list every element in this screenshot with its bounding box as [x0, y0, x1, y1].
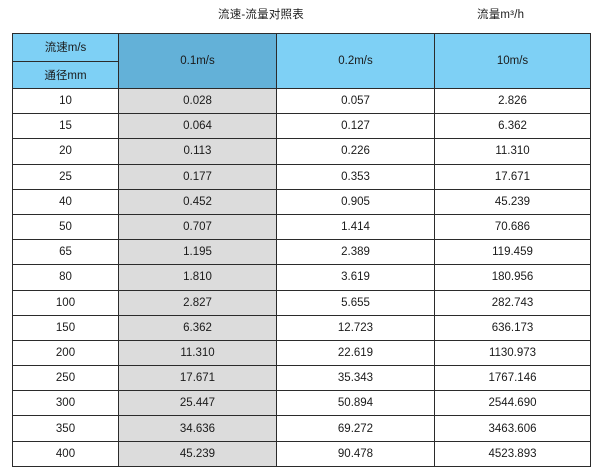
cell-flow-0p1: 0.177 [118, 163, 277, 190]
cell-flow-0p1: 0.113 [118, 138, 277, 165]
cell-flow-0p2: 3.619 [276, 264, 435, 291]
cell-flow-0p1: 0.064 [118, 113, 277, 140]
cell-flow-0p1: 0.452 [118, 188, 277, 215]
cell-nominal-diameter: 10 [12, 87, 119, 115]
flow-rate-table: 流速m/s 通径mm 0.1m/s 0.2m/s 10m/s 10 0.028 0.… [12, 33, 591, 467]
cell-nominal-diameter: 400 [12, 440, 119, 467]
table-header: 流速m/s 通径mm 0.1m/s 0.2m/s 10m/s [12, 33, 591, 89]
cell-nominal-diameter: 40 [12, 188, 119, 215]
cell-flow-0p2: 0.057 [276, 87, 435, 115]
table-row: 300 25.447 50.894 2544.690 [12, 390, 591, 417]
cell-flow-10: 636.173 [434, 314, 591, 341]
caption-row: 流速-流量对照表 流量m³/h [0, 0, 600, 33]
cell-nominal-diameter: 50 [12, 213, 119, 241]
table-header-row: 流速m/s 通径mm 0.1m/s 0.2m/s 10m/s [12, 33, 591, 89]
cell-nominal-diameter: 15 [12, 113, 119, 140]
cell-flow-10: 180.956 [434, 264, 591, 291]
cell-flow-0p2: 2.389 [276, 239, 435, 266]
column-header-2: 10m/s [434, 33, 591, 89]
cell-flow-10: 2544.690 [434, 390, 591, 417]
table-row: 200 11.310 22.619 1130.973 [12, 339, 591, 367]
cell-nominal-diameter: 250 [12, 365, 119, 392]
cell-flow-0p1: 17.671 [118, 365, 277, 392]
table-row: 80 1.810 3.619 180.956 [12, 264, 591, 291]
cell-nominal-diameter: 25 [12, 163, 119, 190]
table-row: 40 0.452 0.905 45.239 [12, 188, 591, 215]
column-header-0: 0.1m/s [118, 33, 277, 89]
cell-flow-10: 45.239 [434, 188, 591, 215]
column-header-1: 0.2m/s [276, 33, 435, 89]
cell-nominal-diameter: 100 [12, 289, 119, 316]
cell-flow-0p1: 0.707 [118, 213, 277, 241]
cell-flow-0p1: 11.310 [118, 339, 277, 367]
cell-nominal-diameter: 65 [12, 239, 119, 266]
cell-nominal-diameter: 150 [12, 314, 119, 341]
table-row: 10 0.028 0.057 2.826 [12, 87, 591, 115]
cell-flow-0p2: 5.655 [276, 289, 435, 316]
cell-flow-0p1: 25.447 [118, 390, 277, 417]
cell-flow-10: 1767.146 [434, 365, 591, 392]
unit-label: 流量m³/h [477, 9, 525, 21]
cell-flow-0p2: 50.894 [276, 390, 435, 417]
table-row: 250 17.671 35.343 1767.146 [12, 365, 591, 392]
cell-flow-0p1: 6.362 [118, 314, 277, 341]
cell-nominal-diameter: 200 [12, 339, 119, 367]
cell-flow-0p1: 1.810 [118, 264, 277, 291]
cell-flow-10: 11.310 [434, 138, 591, 165]
table-row: 100 2.827 5.655 282.743 [12, 289, 591, 316]
cell-flow-10: 4523.893 [434, 440, 591, 467]
cell-nominal-diameter: 300 [12, 390, 119, 417]
corner-stack: 流速m/s 通径mm [13, 34, 118, 88]
table-row: 150 6.362 12.723 636.173 [12, 314, 591, 341]
cell-flow-0p2: 0.226 [276, 138, 435, 165]
cell-flow-0p1: 45.239 [118, 440, 277, 467]
page-title: 流速-流量对照表 [218, 9, 304, 21]
table-row: 65 1.195 2.389 119.459 [12, 239, 591, 266]
cell-flow-0p1: 1.195 [118, 239, 277, 266]
cell-nominal-diameter: 350 [12, 415, 119, 442]
cell-flow-0p2: 0.905 [276, 188, 435, 215]
cell-nominal-diameter: 80 [12, 264, 119, 291]
cell-flow-10: 1130.973 [434, 339, 591, 367]
cell-flow-0p2: 0.353 [276, 163, 435, 190]
flow-rate-table-container: 流速m/s 通径mm 0.1m/s 0.2m/s 10m/s 10 0.028 0.… [12, 33, 591, 467]
table-body: 10 0.028 0.057 2.826 15 0.064 0.127 6.362 20 0.11… [12, 87, 591, 467]
table-row: 25 0.177 0.353 17.671 [12, 163, 591, 190]
cell-flow-0p2: 0.127 [276, 113, 435, 140]
cell-flow-10: 70.686 [434, 213, 591, 241]
cell-flow-0p2: 69.272 [276, 415, 435, 442]
cell-flow-10: 17.671 [434, 163, 591, 190]
cell-flow-0p2: 12.723 [276, 314, 435, 341]
table-row: 15 0.064 0.127 6.362 [12, 113, 591, 140]
cell-flow-10: 2.826 [434, 87, 591, 115]
cell-flow-10: 6.362 [434, 113, 591, 140]
cell-flow-0p2: 22.619 [276, 339, 435, 367]
cell-flow-0p1: 34.636 [118, 415, 277, 442]
cell-nominal-diameter: 20 [12, 138, 119, 165]
cell-flow-10: 282.743 [434, 289, 591, 316]
table-row: 350 34.636 69.272 3463.606 [12, 415, 591, 442]
cell-flow-10: 119.459 [434, 239, 591, 266]
header-corner-cell: 流速m/s 通径mm [12, 33, 119, 89]
table-row: 400 45.239 90.478 4523.893 [12, 440, 591, 467]
cell-flow-0p1: 0.028 [118, 87, 277, 115]
cell-flow-0p2: 1.414 [276, 213, 435, 241]
cell-flow-0p1: 2.827 [118, 289, 277, 316]
corner-velocity-label: 流速m/s [13, 34, 118, 62]
cell-flow-0p2: 35.343 [276, 365, 435, 392]
table-row: 20 0.113 0.226 11.310 [12, 138, 591, 165]
corner-diameter-label: 通径mm [13, 61, 118, 88]
cell-flow-0p2: 90.478 [276, 440, 435, 467]
cell-flow-10: 3463.606 [434, 415, 591, 442]
table-row: 50 0.707 1.414 70.686 [12, 213, 591, 241]
